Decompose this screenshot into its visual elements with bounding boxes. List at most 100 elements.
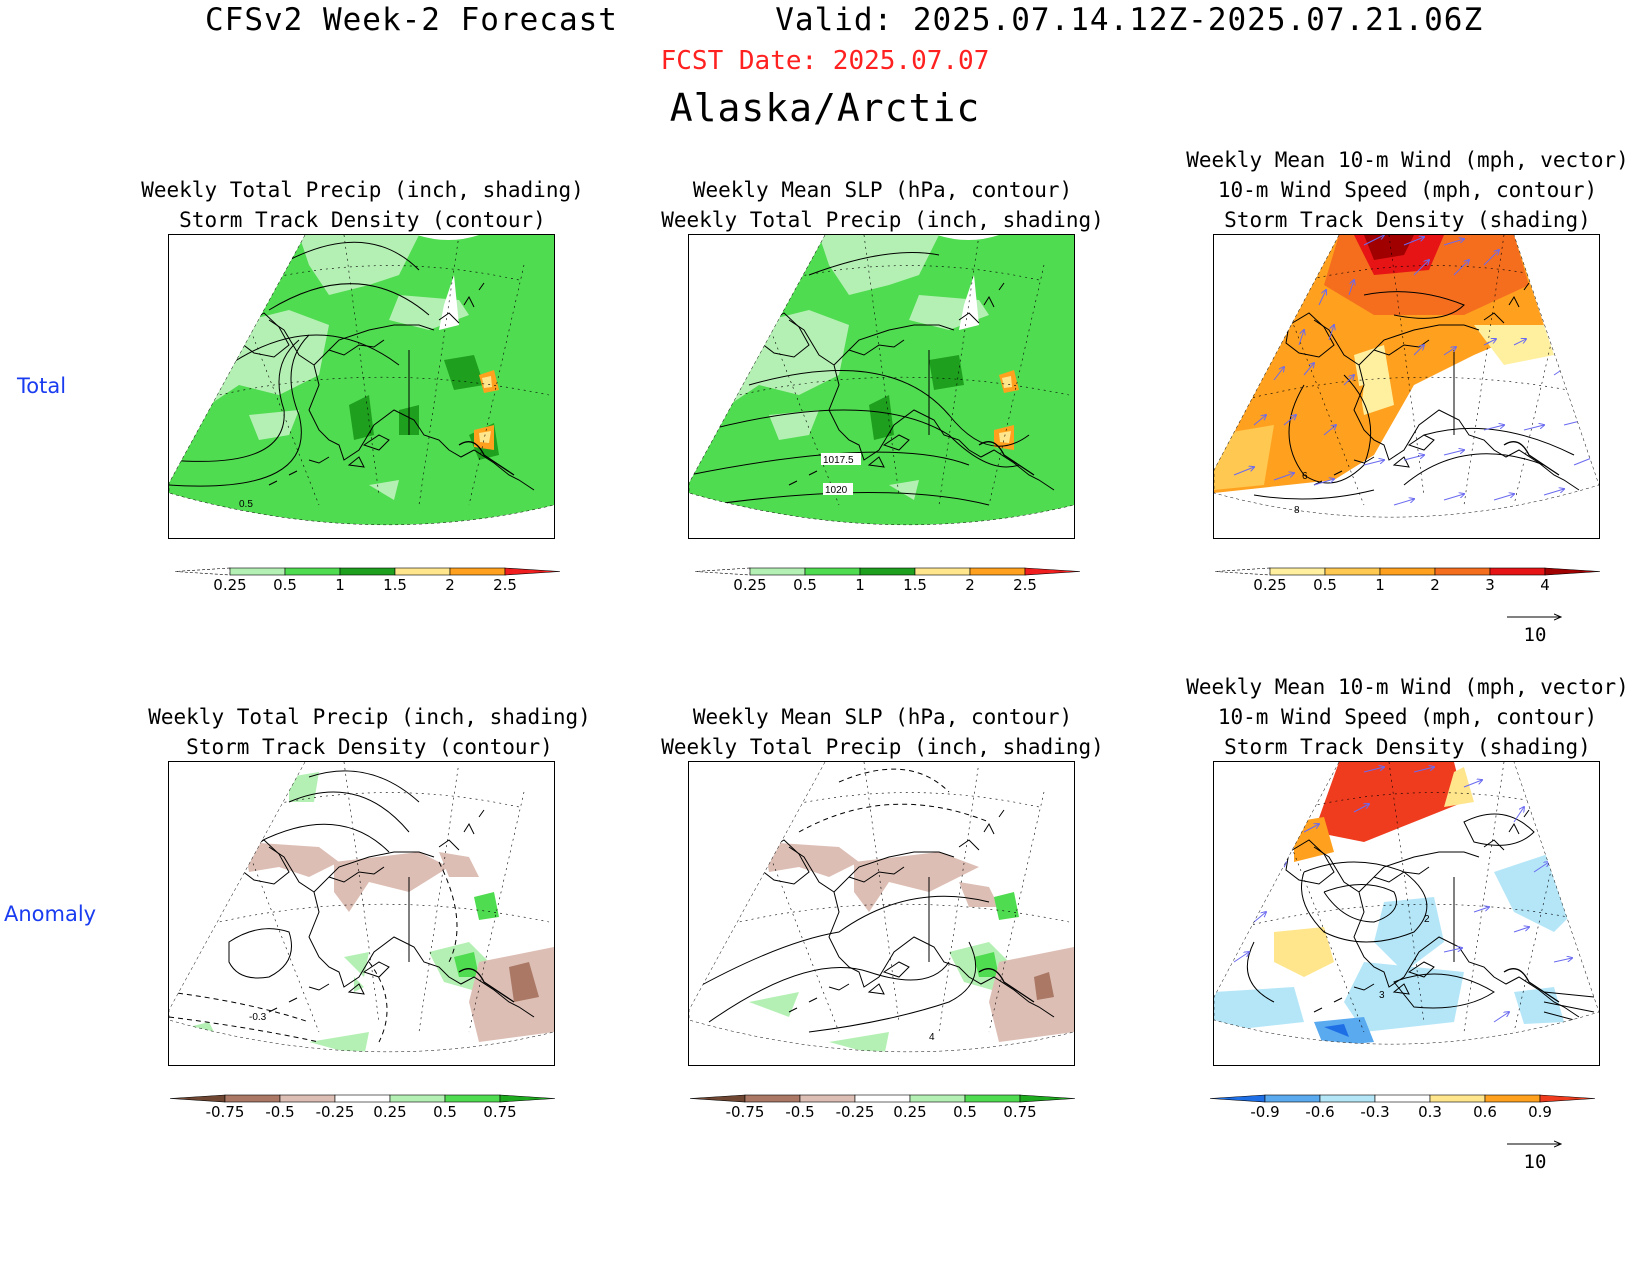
colorbar-swatch [394, 567, 451, 576]
colorbar-swatch [334, 1094, 391, 1103]
colorbar-swatch [284, 567, 341, 576]
colorbar-tick-label: 0.75 [1003, 1103, 1036, 1121]
title-model: CFSv2 Week-2 Forecast [205, 2, 618, 38]
colorbar-swatch [1379, 567, 1436, 576]
map-anom-precip: -0.3 [168, 761, 555, 1066]
colorbar-tick-label: 2.5 [1013, 576, 1037, 594]
colorbar-swatch [1264, 1094, 1321, 1103]
contour-label-2: 2 [1424, 914, 1430, 925]
colorbar-swatch [799, 1094, 856, 1103]
colorbar-tick-label: 0.3 [1418, 1103, 1442, 1121]
map-anom-slp-svg: 4 [689, 762, 1074, 1053]
map-anom-wind: 2 3 [1213, 761, 1600, 1066]
colorbar-swatch [1024, 567, 1081, 576]
vector-reference-value: 10 [1523, 1151, 1547, 1173]
colorbar-swatch [909, 1094, 966, 1103]
colorbar-swatch [804, 567, 861, 576]
contour-label: -0.3 [249, 1012, 267, 1023]
colorbar-tick-label: -0.3 [1360, 1103, 1389, 1121]
map-total-wind: 6 8 [1213, 234, 1600, 539]
colorbar-tick-label: 0.5 [433, 1103, 457, 1121]
panel-title-anom-wind: Weekly Mean 10-m Wind (mph, vector) 10-m … [1186, 675, 1629, 759]
row-label-total: Total [17, 374, 67, 398]
colorbar-swatch [499, 1094, 556, 1103]
colorbar-tick-label: 1.5 [383, 576, 407, 594]
colorbar-tick-label: 1 [335, 576, 345, 594]
panel-title-total-wind: Weekly Mean 10-m Wind (mph, vector) 10-m … [1186, 148, 1629, 232]
map-total-slp: 1017.5 1020 [688, 234, 1075, 539]
colorbar-swatch [229, 567, 286, 576]
vector-reference-total: 10 [1505, 610, 1565, 646]
map-anom-wind-svg: 2 3 [1214, 762, 1599, 1045]
colorbar-swatch [504, 567, 561, 576]
contour-label-1020: 1020 [825, 485, 848, 496]
colorbar-anom-precip: -0.75 -0.5 -0.25 0.25 0.5 0.75 [169, 1093, 570, 1133]
colorbar-swatch [694, 567, 751, 576]
row-label-anomaly: Anomaly [4, 902, 97, 926]
colorbar-swatch [914, 567, 971, 576]
colorbar-tick-label: 0.5 [953, 1103, 977, 1121]
colorbar-swatch [1434, 567, 1491, 576]
colorbar-swatch [1489, 567, 1546, 576]
colorbar-tick-label: 1.5 [903, 576, 927, 594]
colorbar-total-storm: 0.25 0.5 1 2 3 4 [1214, 566, 1615, 606]
colorbar-swatch [1269, 567, 1326, 576]
colorbar-tick-label: 0.25 [373, 1103, 406, 1121]
contour-label-3: 3 [1379, 990, 1385, 1001]
colorbar-tick-label: -0.6 [1305, 1103, 1334, 1121]
colorbar-total-slp-precip: 0.25 0.5 1 1.5 2 2.5 [694, 566, 1095, 606]
reference-arrow-icon [1507, 1137, 1565, 1151]
colorbar-swatch [1429, 1094, 1486, 1103]
colorbar-swatch [1374, 1094, 1431, 1103]
colorbar-tick-label: 2 [445, 576, 455, 594]
colorbar-tick-label: 2 [965, 576, 975, 594]
colorbar-swatch [449, 567, 506, 576]
contour-label: 4 [929, 1032, 935, 1043]
colorbar-total-precip: 0.25 0.5 1 1.5 2 2.5 [174, 566, 575, 606]
reference-arrow-icon [1507, 610, 1565, 624]
colorbar-tick-label: 0.25 [213, 576, 246, 594]
map-anom-precip-svg: -0.3 [169, 762, 554, 1053]
colorbar-tick-label: 3 [1485, 576, 1495, 594]
colorbar-swatch [1484, 1094, 1541, 1103]
forecast-date: FCST Date: 2025.07.07 [660, 46, 990, 76]
colorbar-tick-label: 4 [1540, 576, 1550, 594]
colorbar-swatch [859, 567, 916, 576]
contour-label-8: 8 [1294, 505, 1300, 516]
panel-title-total-slp: Weekly Mean SLP (hPa, contour) Weekly Tot… [661, 178, 1104, 232]
colorbar-swatch [744, 1094, 801, 1103]
colorbar-swatch [854, 1094, 911, 1103]
map-total-slp-svg: 1017.5 1020 [689, 235, 1074, 526]
colorbar-swatch [689, 1094, 746, 1103]
colorbar-tick-label: 1 [1375, 576, 1385, 594]
colorbar-tick-label: -0.25 [836, 1103, 875, 1121]
panel-title-anom-precip: Weekly Total Precip (inch, shading) Storm… [148, 705, 591, 759]
colorbar-tick-label: 0.25 [1253, 576, 1286, 594]
region-title: Alaska/Arctic [669, 86, 981, 130]
colorbar-tick-label: -0.75 [206, 1103, 245, 1121]
colorbar-anom-storm: -0.9 -0.6 -0.3 0.3 0.6 0.9 [1209, 1093, 1610, 1133]
colorbar-swatch [224, 1094, 281, 1103]
vector-reference-anomaly: 10 [1505, 1137, 1565, 1173]
colorbar-tick-label: 0.5 [273, 576, 297, 594]
colorbar-swatch [1324, 567, 1381, 576]
contour-label-1017: 1017.5 [823, 455, 854, 466]
colorbar-tick-label: 0.5 [1313, 576, 1337, 594]
title-valid: Valid: 2025.07.14.12Z-2025.07.21.06Z [775, 2, 1484, 38]
colorbar-swatch [1209, 1094, 1266, 1103]
colorbar-swatch [1214, 567, 1271, 576]
panel-title-total-precip: Weekly Total Precip (inch, shading) Storm… [141, 178, 584, 232]
colorbar-swatch [279, 1094, 336, 1103]
colorbar-swatch [339, 567, 396, 576]
colorbar-tick-label: 0.6 [1473, 1103, 1497, 1121]
colorbar-tick-label: 0.75 [483, 1103, 516, 1121]
map-total-wind-svg: 6 8 [1214, 235, 1599, 518]
colorbar-tick-label: 2.5 [493, 576, 517, 594]
colorbar-swatch [169, 1094, 226, 1103]
map-total-precip: 0.5 [168, 234, 555, 539]
colorbar-tick-label: 0.25 [733, 576, 766, 594]
colorbar-swatch [389, 1094, 446, 1103]
colorbar-tick-label: -0.9 [1250, 1103, 1279, 1121]
colorbar-tick-label: 0.25 [893, 1103, 926, 1121]
vector-reference-value: 10 [1523, 624, 1547, 646]
